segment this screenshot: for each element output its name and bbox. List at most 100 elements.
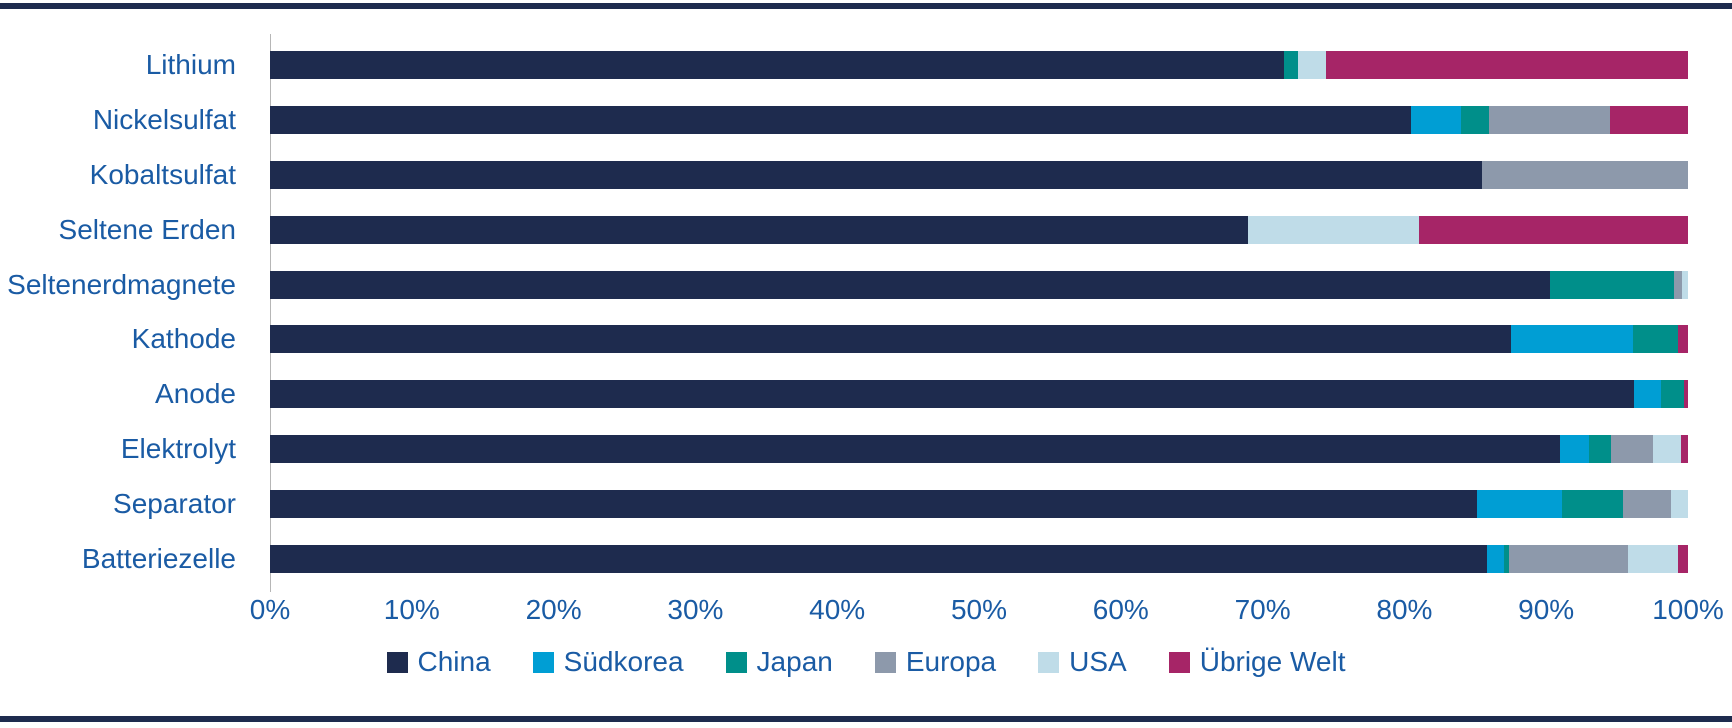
legend-item-usa: USA [1038, 648, 1127, 676]
bar-segment-europa [1489, 106, 1610, 135]
bar-segment-japan [1283, 51, 1299, 80]
bar-segment-china [270, 51, 1284, 80]
top-rule [0, 3, 1732, 9]
legend-label: USA [1069, 646, 1127, 677]
x-tick-label: 0% [249, 594, 291, 625]
bar-segment-china [270, 270, 1551, 299]
bar-row-kathode: Kathode [0, 312, 1688, 367]
x-tick-label: 40% [809, 594, 866, 625]
bar-segment-china [270, 380, 1635, 409]
category-label: Kathode [131, 323, 236, 355]
legend-label: China [417, 646, 491, 677]
category-label: Kobaltsulfat [89, 158, 236, 190]
bar-segment-europa [1509, 544, 1629, 573]
bar-segment-china [270, 489, 1477, 518]
bar-track [270, 434, 1688, 463]
bar-row-seltene-erden: Seltene Erden [0, 202, 1688, 257]
bar-segment-japan [1632, 325, 1679, 354]
bar-segment-südkorea [1510, 325, 1633, 354]
bar-track [270, 215, 1688, 244]
bar-segment-china [270, 215, 1249, 244]
bar-row-kobaltsulfat: Kobaltsulfat [0, 148, 1688, 203]
plot-area: Lithium Nickelsulfat Kobaltsulfat Seltene E… [0, 38, 1688, 586]
bar-row-batteriezelle: Batteriezelle [0, 531, 1688, 586]
bar-track [270, 270, 1688, 299]
bar-row-separator: Separator [0, 476, 1688, 531]
legend-swatch-china [386, 651, 408, 673]
bar-track [270, 51, 1688, 80]
category-label: Nickelsulfat [92, 104, 236, 136]
bar-segment-usa [1682, 270, 1688, 299]
legend-item-japan: Japan [725, 646, 833, 677]
bar-segment-usa [1670, 489, 1688, 518]
x-axis-tick-labels: 0% 10% 20% 30% 40% 50% 60% 70% 80% 90% 100% [0, 596, 1732, 630]
bar-segment-übrige-welt [1678, 325, 1688, 354]
bar-segment-china [270, 160, 1483, 189]
bar-segment-japan [1561, 489, 1623, 518]
bar-segment-südkorea [1486, 544, 1504, 573]
legend-swatch-südkorea [532, 651, 554, 673]
bar-segment-übrige-welt [1683, 380, 1688, 409]
bar-segment-usa [1298, 51, 1327, 80]
bar-row-seltenerdmagnete: Seltenerdmagnete [0, 257, 1688, 312]
x-tick-label: 90% [1518, 594, 1575, 625]
bar-row-nickelsulfat: Nickelsulfat [0, 93, 1688, 148]
bar-segment-übrige-welt [1609, 106, 1688, 135]
bar-segment-übrige-welt [1418, 215, 1688, 244]
y-axis-line [270, 34, 271, 592]
bar-track [270, 380, 1688, 409]
legend-swatch-usa [1038, 651, 1060, 673]
category-label: Lithium [145, 49, 236, 81]
x-tick-label: 20% [525, 594, 582, 625]
category-label: Seltene Erden [58, 213, 236, 245]
bar-segment-europa [1482, 160, 1688, 189]
legend-swatch-übrige-welt [1168, 651, 1190, 673]
category-label: Seltenerdmagnete [7, 268, 236, 300]
legend-swatch-japan [725, 651, 747, 673]
bar-segment-übrige-welt [1680, 434, 1688, 463]
bottom-rule [0, 716, 1732, 722]
bar-segment-übrige-welt [1678, 544, 1688, 573]
x-tick-label: 10% [383, 594, 440, 625]
legend-label: Japan [756, 646, 833, 677]
bar-segment-südkorea [1476, 489, 1562, 518]
bar-row-elektrolyt: Elektrolyt [0, 422, 1688, 477]
bar-segment-europa [1673, 270, 1683, 299]
legend-label: Übrige Welt [1199, 646, 1346, 677]
bar-segment-china [270, 106, 1412, 135]
bar-segment-europa [1622, 489, 1671, 518]
legend: China Südkorea Japan Europa USA Übrige Welt [0, 648, 1732, 676]
category-label: Batteriezelle [81, 542, 236, 574]
category-label: Separator [113, 487, 236, 519]
bar-track [270, 325, 1688, 354]
bar-track [270, 544, 1688, 573]
bar-segment-china [270, 544, 1487, 573]
x-tick-label: 100% [1652, 594, 1724, 625]
x-tick-label: 80% [1376, 594, 1433, 625]
legend-swatch-europa [874, 651, 896, 673]
bar-segment-japan [1550, 270, 1674, 299]
bar-segment-usa [1628, 544, 1679, 573]
bar-segment-china [270, 325, 1511, 354]
bar-segment-china [270, 434, 1561, 463]
x-tick-label: 70% [1234, 594, 1291, 625]
bar-track [270, 160, 1688, 189]
bar-segment-übrige-welt [1326, 51, 1688, 80]
legend-item-südkorea: Südkorea [532, 646, 684, 677]
legend-item-china: China [386, 646, 491, 677]
x-tick-label: 60% [1092, 594, 1149, 625]
bar-track [270, 489, 1688, 518]
bar-segment-usa [1248, 215, 1419, 244]
bar-segment-japan [1661, 380, 1684, 409]
bar-segment-südkorea [1560, 434, 1589, 463]
bar-track [270, 106, 1688, 135]
legend-item-europa: Europa [874, 646, 997, 677]
x-tick-label: 50% [950, 594, 1008, 625]
legend-label: Europa [905, 646, 997, 677]
bar-segment-japan [1588, 434, 1612, 463]
legend-label: Südkorea [563, 646, 684, 677]
bar-row-lithium: Lithium [0, 38, 1688, 93]
category-label: Anode [155, 378, 236, 410]
bar-segment-japan [1461, 106, 1490, 135]
